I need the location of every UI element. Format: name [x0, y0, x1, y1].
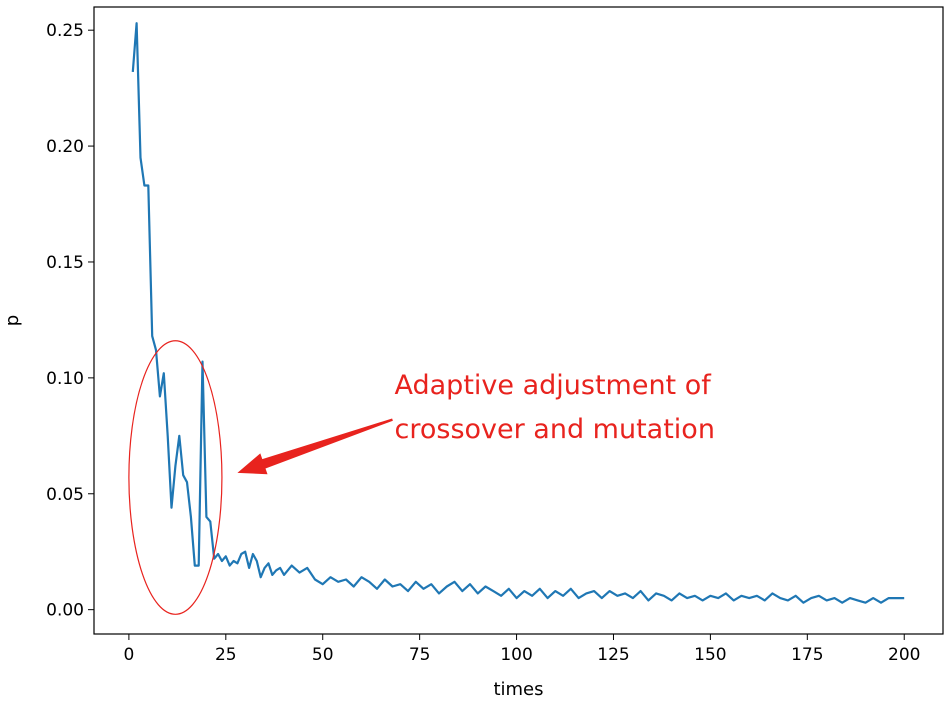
y-tick-label: 0.20	[46, 137, 84, 157]
y-tick-label: 0.05	[46, 485, 84, 505]
series-group	[131, 22, 905, 604]
x-tick-label: 100	[500, 645, 532, 665]
annotation-arrow	[237, 418, 393, 475]
x-tick-label: 125	[597, 645, 629, 665]
y-axis-ticks: 0.00 0.05 0.10 0.15 0.20 0.25	[46, 21, 94, 621]
annotation-group: Adaptive adjustment of crossover and muta…	[128, 340, 715, 615]
x-tick-label: 0	[123, 645, 134, 665]
highlight-ellipse	[128, 340, 223, 615]
x-tick-label: 175	[791, 645, 823, 665]
y-tick-label: 0.10	[46, 369, 84, 389]
x-tick-label: 50	[312, 645, 334, 665]
plot-frame-rect	[93, 6, 944, 635]
annotation-text-line: Adaptive adjustment of	[395, 370, 713, 401]
annotation-text-line: crossover and mutation	[395, 414, 715, 445]
x-tick-label: 25	[215, 645, 237, 665]
x-tick-label: 75	[409, 645, 431, 665]
x-axis-label: times	[493, 679, 543, 700]
y-tick-label: 0.25	[46, 21, 84, 41]
y-tick-label: 0.00	[46, 601, 84, 621]
y-tick-label: 0.15	[46, 253, 84, 273]
plot-frame	[93, 6, 944, 635]
x-axis-ticks: 0 25 50 75 100 125 150 175 200	[123, 634, 920, 665]
series-line	[131, 22, 905, 604]
y-axis-label: p	[2, 315, 23, 326]
x-tick-label: 150	[694, 645, 726, 665]
x-tick-label: 200	[888, 645, 920, 665]
